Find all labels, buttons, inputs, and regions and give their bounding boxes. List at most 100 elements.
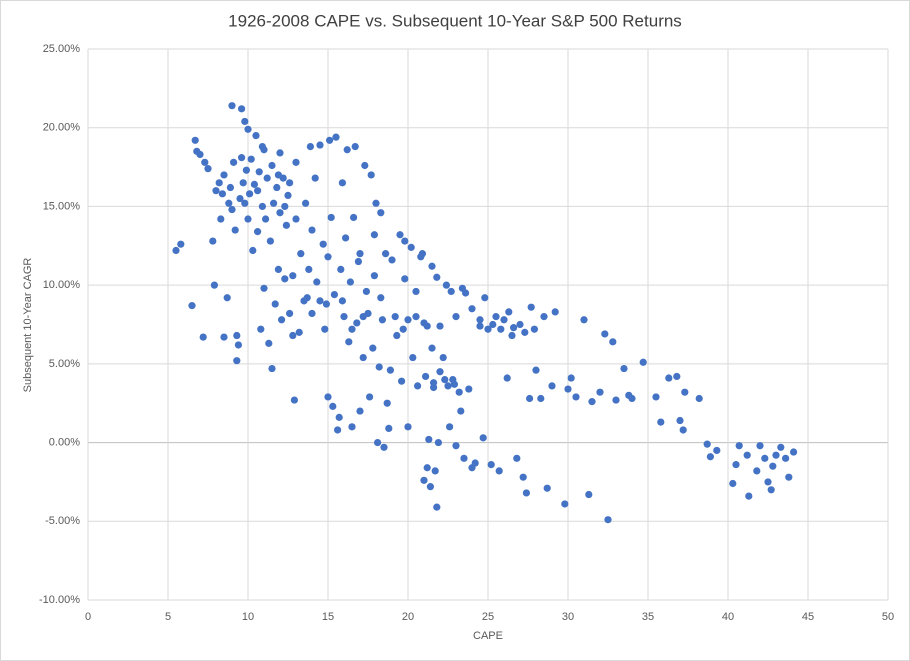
point xyxy=(268,161,276,170)
point xyxy=(191,136,199,144)
y-tick-label: -10.00% xyxy=(39,594,80,606)
point xyxy=(521,328,529,336)
point xyxy=(252,131,260,140)
point xyxy=(316,141,324,149)
point xyxy=(532,366,540,374)
point xyxy=(732,461,740,469)
point xyxy=(404,316,412,324)
point xyxy=(289,331,297,340)
point xyxy=(401,237,409,245)
point xyxy=(303,294,311,302)
point xyxy=(350,213,358,222)
point xyxy=(548,382,556,390)
point xyxy=(238,105,246,113)
point xyxy=(396,231,404,239)
point xyxy=(311,174,319,182)
y-tick-label: -5.00% xyxy=(45,515,80,527)
point xyxy=(790,448,798,456)
point xyxy=(289,272,297,280)
point xyxy=(679,426,687,434)
point xyxy=(196,150,204,159)
point xyxy=(266,237,274,245)
point xyxy=(489,320,497,329)
point xyxy=(282,221,290,229)
point xyxy=(255,168,263,176)
x-axis-label: CAPE xyxy=(473,630,503,642)
point xyxy=(782,454,790,462)
point xyxy=(263,174,271,182)
point xyxy=(433,503,441,511)
point xyxy=(436,368,444,376)
point xyxy=(423,322,431,330)
point xyxy=(380,443,388,451)
point xyxy=(444,382,452,390)
point xyxy=(377,209,385,217)
point xyxy=(218,190,226,198)
point xyxy=(433,273,441,281)
point xyxy=(292,215,300,223)
point xyxy=(434,438,442,447)
point xyxy=(458,284,466,292)
point xyxy=(225,199,233,207)
point xyxy=(329,402,337,410)
point xyxy=(452,313,460,321)
point xyxy=(268,364,276,373)
point xyxy=(244,125,252,133)
point xyxy=(495,467,503,475)
point xyxy=(412,313,420,321)
point xyxy=(743,451,751,459)
point xyxy=(370,231,378,239)
point xyxy=(713,446,721,455)
point xyxy=(620,364,628,373)
point xyxy=(204,165,212,173)
point xyxy=(500,316,508,324)
point xyxy=(612,396,620,404)
point xyxy=(215,179,223,187)
point xyxy=(596,388,604,396)
point xyxy=(561,500,569,508)
point xyxy=(324,253,332,261)
point xyxy=(284,191,292,200)
point xyxy=(551,308,559,316)
x-tick-label: 10 xyxy=(242,611,254,623)
point xyxy=(199,333,207,341)
point xyxy=(188,302,196,310)
point xyxy=(244,215,252,223)
point xyxy=(362,287,370,296)
point xyxy=(241,117,249,126)
point xyxy=(401,275,409,283)
point xyxy=(372,199,380,207)
point xyxy=(423,464,431,472)
point xyxy=(471,459,479,467)
point xyxy=(265,339,273,347)
point xyxy=(428,344,436,352)
point xyxy=(769,462,777,470)
point xyxy=(210,281,218,289)
point xyxy=(276,209,284,217)
point xyxy=(370,272,378,280)
point xyxy=(404,423,412,431)
point xyxy=(278,316,286,324)
point xyxy=(281,202,289,211)
point xyxy=(212,187,220,195)
point xyxy=(522,489,531,497)
point xyxy=(785,473,793,481)
point xyxy=(230,158,238,166)
point xyxy=(246,190,254,198)
point xyxy=(274,265,282,273)
point xyxy=(767,486,775,494)
point xyxy=(292,158,300,166)
point xyxy=(297,250,305,258)
point xyxy=(564,385,572,393)
point xyxy=(703,440,711,448)
point xyxy=(519,473,527,481)
point xyxy=(695,394,703,403)
point xyxy=(366,393,374,401)
x-tick-label: 25 xyxy=(482,611,494,623)
point xyxy=(220,171,228,179)
point xyxy=(177,240,185,248)
point xyxy=(497,325,505,333)
point xyxy=(308,309,316,318)
point xyxy=(772,451,780,459)
